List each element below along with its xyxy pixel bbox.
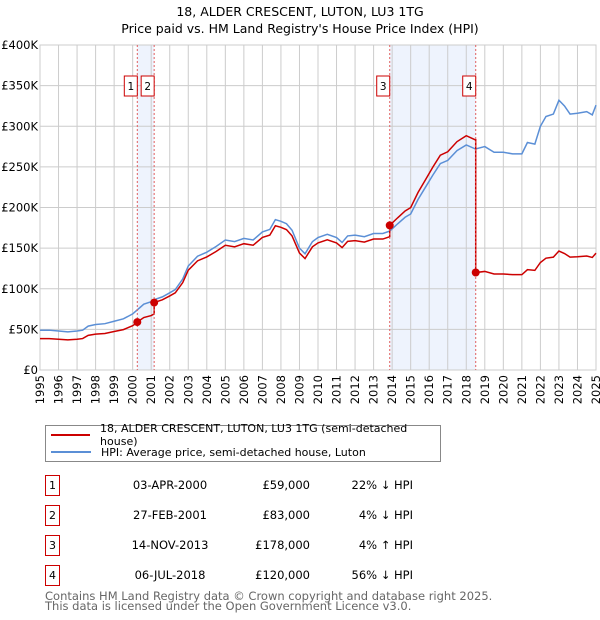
sale-hpi-diff: 4% ↑ HPI [358, 538, 413, 552]
x-tick-label: 2005 [218, 375, 232, 404]
sale-point [150, 298, 159, 307]
plot-frame [39, 44, 597, 371]
x-tick-label: 2012 [348, 375, 362, 404]
x-tick-label: 2015 [404, 375, 418, 404]
x-tick-label: 2008 [274, 375, 288, 404]
sale-number: 1 [45, 475, 60, 496]
sale-label-border [123, 75, 138, 97]
x-tick-label: 2002 [163, 375, 177, 404]
x-tick-label: 2025 [589, 375, 600, 404]
x-tick-label: 2010 [311, 375, 325, 404]
sale-date: 06-JUL-2018 [134, 568, 206, 582]
y-tick-label: £200K [1, 201, 38, 215]
sale-label-number: 2 [144, 81, 151, 93]
x-tick-label: 2003 [181, 375, 195, 404]
x-tick-label: 1998 [89, 375, 103, 404]
sale-label-border [462, 75, 477, 97]
x-tick-label: 2024 [570, 375, 584, 404]
sale-date: 27-FEB-2001 [133, 508, 207, 522]
sale-row: 4 06-JUL-2018 £120,000 56% ↓ HPI [45, 565, 465, 586]
sale-label-box: 4 [462, 75, 477, 97]
sale-row: 1 03-APR-2000 £59,000 22% ↓ HPI [45, 475, 465, 496]
y-tick-label: £300K [1, 119, 38, 133]
y-tick-label: £0 [23, 363, 38, 377]
y-tick-label: £250K [1, 160, 38, 174]
x-tick-label: 2009 [292, 375, 306, 404]
y-tick-label: £100K [1, 282, 38, 296]
y-tick-label: £400K [1, 38, 38, 52]
chart-subtitle: Price paid vs. HM Land Registry's House … [121, 21, 479, 36]
x-tick-label: 2021 [515, 375, 529, 404]
x-tick-label: 2020 [496, 375, 510, 404]
sale-point [471, 268, 480, 277]
x-tick-label: 2007 [255, 375, 269, 404]
x-tick-label: 1996 [52, 375, 66, 404]
y-tick-label: £150K [1, 241, 38, 255]
x-tick-label: 2006 [237, 375, 251, 404]
sale-hpi-diff: 56% ↓ HPI [351, 568, 413, 582]
sale-price: £59,000 [262, 478, 310, 492]
x-tick-label: 2022 [533, 375, 547, 404]
sale-label-border [140, 75, 155, 97]
x-tick-label: 1999 [107, 375, 121, 404]
legend-swatch-hpi [51, 451, 91, 453]
sale-point [385, 221, 394, 230]
legend: 18, ALDER CRESCENT, LUTON, LU3 1TG (semi… [45, 422, 441, 462]
footer-copyright: Contains HM Land Registry data © Crown c… [45, 589, 493, 603]
legend-label-hpi: HPI: Average price, semi-detached house,… [101, 445, 366, 459]
sale-row: 3 14-NOV-2013 £178,000 4% ↑ HPI [45, 535, 465, 556]
x-tick-label: 2014 [385, 375, 399, 404]
chart-title: 18, ALDER CRESCENT, LUTON, LU3 1TG [176, 4, 424, 19]
x-tick-label: 2023 [552, 375, 566, 404]
sale-label-number: 1 [127, 81, 134, 93]
x-tick-label: 2019 [478, 375, 492, 404]
sale-label-box: 2 [140, 75, 155, 97]
sale-number: 3 [45, 535, 60, 556]
x-tick-label: 2001 [144, 375, 158, 404]
x-tick-label: 1997 [70, 375, 84, 404]
x-tick-label: 2004 [200, 375, 214, 404]
sale-date: 14-NOV-2013 [131, 538, 209, 552]
sale-row: 2 27-FEB-2001 £83,000 4% ↓ HPI [45, 505, 465, 526]
sale-hpi-diff: 4% ↓ HPI [358, 508, 413, 522]
hpi-line [40, 98, 597, 333]
y-tick-label: £50K [9, 322, 39, 336]
sale-label-number: 3 [380, 81, 387, 93]
legend-swatch-price [51, 434, 91, 436]
footer-licence: This data is licensed under the Open Gov… [45, 599, 412, 613]
x-tick-label: 2018 [459, 375, 473, 404]
legend-label-price: 18, ALDER CRESCENT, LUTON, LU3 1TG (semi… [100, 422, 408, 448]
x-tick-label: 1995 [33, 375, 47, 404]
sale-price: £178,000 [255, 538, 310, 552]
x-tick-label: 2013 [367, 375, 381, 404]
price-chart: 1995 1996 1997 1998 1999 2000 2001 2002 2003 2004… [1, 38, 600, 404]
sale-label-box: 3 [376, 75, 391, 97]
sale-price: £120,000 [255, 568, 310, 582]
sale-number: 2 [45, 505, 60, 526]
x-tick-label: 2011 [330, 375, 344, 404]
x-tick-label: 2016 [422, 375, 436, 404]
sale-label-box: 1 [123, 75, 138, 97]
sale-hpi-diff: 22% ↓ HPI [351, 478, 413, 492]
sale-date: 03-APR-2000 [132, 478, 208, 492]
legend-item-hpi: HPI: Average price, semi-detached house,… [51, 444, 366, 460]
sale-label-number: 4 [466, 81, 473, 93]
x-tick-label: 2000 [126, 375, 140, 404]
sale-point [133, 318, 142, 327]
x-tick-label: 2017 [441, 375, 455, 404]
sale-number: 4 [45, 565, 60, 586]
y-tick-label: £350K [1, 79, 38, 93]
legend-item-price: 18, ALDER CRESCENT, LUTON, LU3 1TG (semi… [51, 422, 440, 448]
sale-label-border [376, 75, 391, 97]
sale-price: £83,000 [262, 508, 310, 522]
